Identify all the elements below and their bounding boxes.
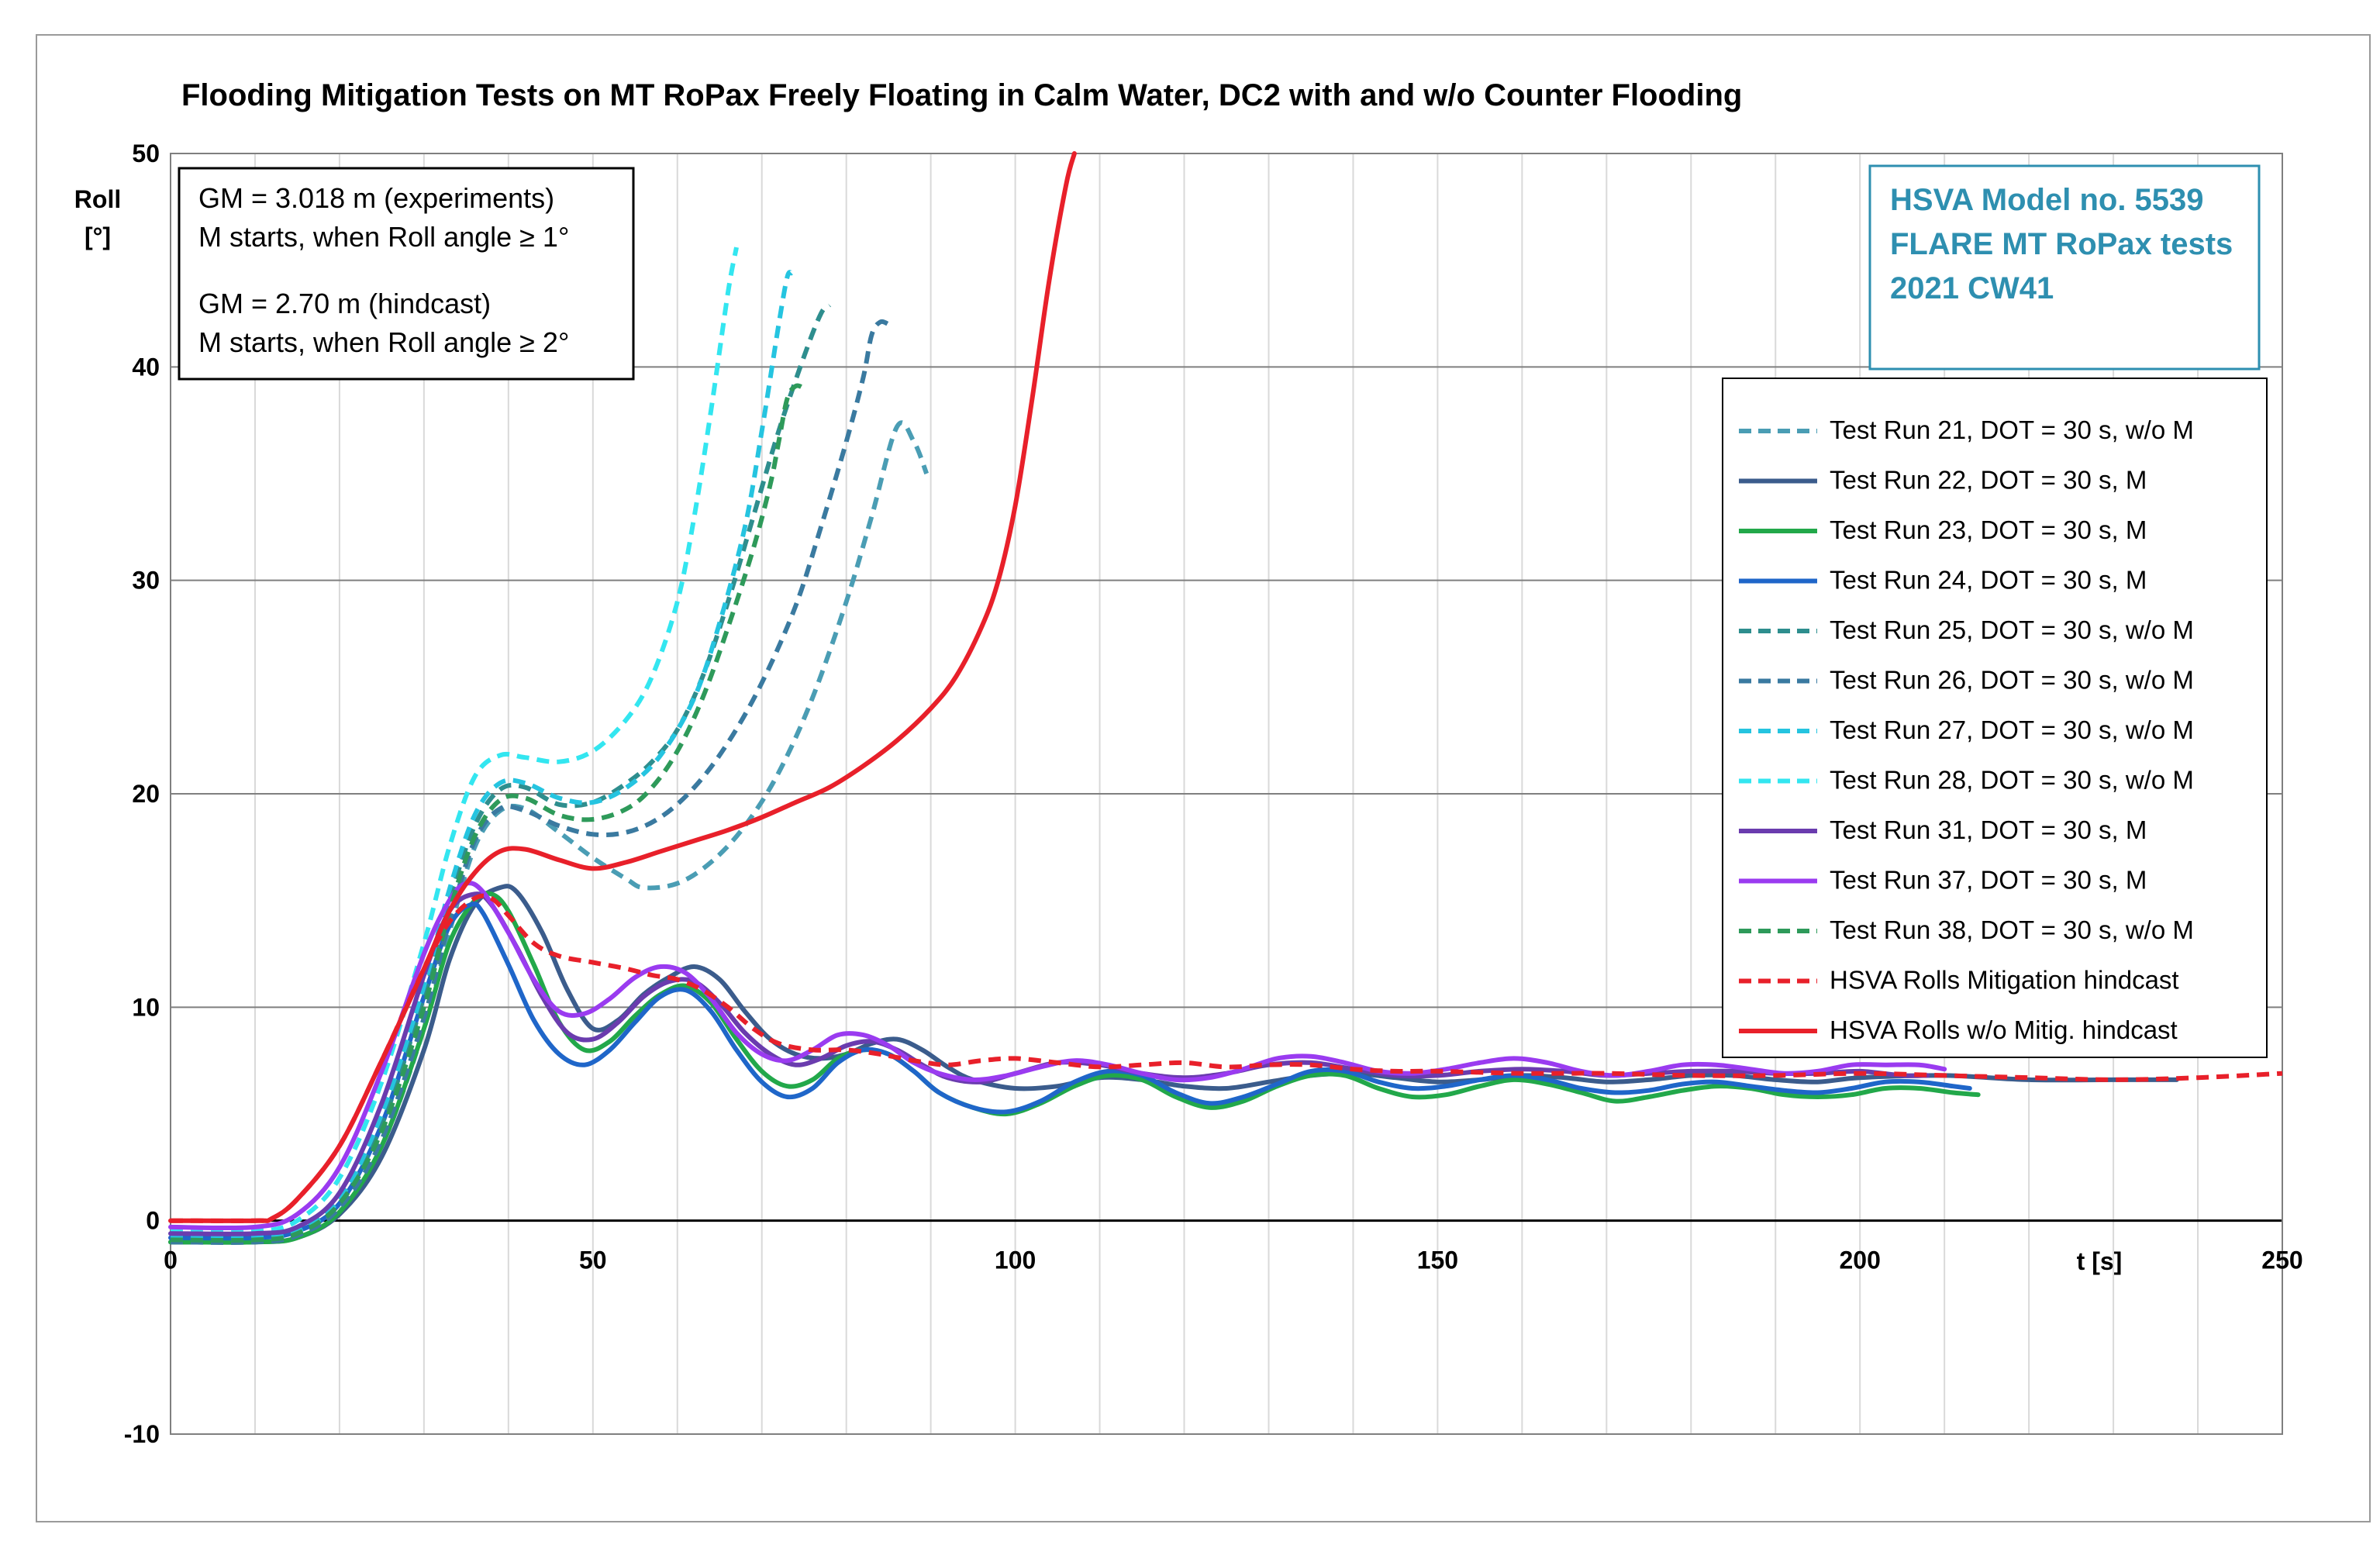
y-tick-label: 40 [132,353,160,381]
y-tick-label: 50 [132,140,160,167]
x-axis-label: t [s] [2077,1247,2123,1275]
plot-border [170,153,2283,1435]
legend-label-13: HSVA Rolls w/o Mitig. hindcast [1830,1015,2178,1044]
model-info-box: HSVA Model no. 5539 FLARE MT RoPax tests… [1868,164,2261,371]
series-line-11 [170,383,805,1243]
series-line-10 [168,881,1947,1231]
y-tick-label: -10 [124,1420,160,1448]
conditions-box-border [178,167,635,381]
condition-line-1: GM = 3.018 m (experiments) [198,182,554,214]
legend-label-5: Test Run 25, DOT = 30 s, w/o M [1830,615,2194,644]
x-tick-label: 50 [579,1246,607,1274]
conditions-box: GM = 3.018 m (experiments) M starts, whe… [178,167,635,381]
series-line-8 [170,247,739,1235]
x-tick-labels: 0 50 100 150 200 250 [164,1246,2303,1274]
series-line-12 [170,893,2283,1223]
series-line-2 [168,884,2179,1245]
model-info-line-1: HSVA Model no. 5539 [1890,183,2204,217]
y-tick-label: 10 [132,993,160,1021]
legend-label-1: Test Run 21, DOT = 30 s, w/o M [1830,415,2194,444]
legend-label-12: HSVA Rolls Mitigation hindcast [1830,966,2179,995]
x-tick-label: 100 [995,1246,1036,1274]
series-layer [168,151,2283,1245]
legend-label-7: Test Run 27, DOT = 30 s, w/o M [1830,715,2194,744]
series-line-4 [168,901,1972,1241]
series-line-7 [170,270,794,1241]
x-tick-label: 150 [1417,1246,1458,1274]
series-line-6 [170,319,890,1245]
legend-label-4: Test Run 24, DOT = 30 s, M [1830,566,2147,595]
series-line-5 [170,303,832,1241]
legend-label-6: Test Run 26, DOT = 30 s, w/o M [1830,666,2194,695]
legend-label-2: Test Run 22, DOT = 30 s, M [1830,466,2147,495]
x-tick-label: 0 [164,1246,178,1274]
condition-line-2: M starts, when Roll angle ≥ 1° [198,221,569,253]
y-tick-label: 30 [132,567,160,595]
chart-frame: Flooding Mitigation Tests on MT RoPax Fr… [36,34,2371,1522]
series-line-13 [168,151,1077,1223]
x-tick-label: 200 [1840,1246,1881,1274]
y-tick-labels: -10 0 10 20 30 40 50 [124,140,160,1448]
x-tick-label: 250 [2261,1246,2302,1274]
condition-line-3: GM = 2.70 m (hindcast) [198,288,491,319]
legend-items: Test Run 21, DOT = 30 s, w/o M Test Run 2… [1739,415,2194,1044]
model-info-box-border [1868,164,2261,371]
model-info-line-2: FLARE MT RoPax tests [1890,227,2233,261]
plot-area [170,153,2283,1435]
legend: Test Run 21, DOT = 30 s, w/o M Test Run 2… [1722,378,2268,1058]
legend-label-9: Test Run 31, DOT = 30 s, M [1830,815,2147,844]
y-tick-label: 20 [132,780,160,808]
model-info-line-3: 2021 CW41 [1890,271,2054,305]
chart-title: Flooding Mitigation Tests on MT RoPax Fr… [181,78,1742,112]
legend-label-11: Test Run 38, DOT = 30 s, w/o M [1830,915,2194,944]
legend-label-3: Test Run 23, DOT = 30 s, M [1830,515,2147,544]
legend-label-10: Test Run 37, DOT = 30 s, M [1830,866,2147,895]
y-axis-label-line2: [°] [85,222,111,250]
legend-label-8: Test Run 28, DOT = 30 s, w/o M [1830,766,2194,795]
y-axis-label-line1: Roll [74,185,121,213]
y-tick-label: 0 [146,1207,160,1235]
legend-box [1722,378,2268,1058]
chart-svg: Flooding Mitigation Tests on MT RoPax Fr… [74,78,2303,1448]
condition-line-4: M starts, when Roll angle ≥ 2° [198,326,569,358]
